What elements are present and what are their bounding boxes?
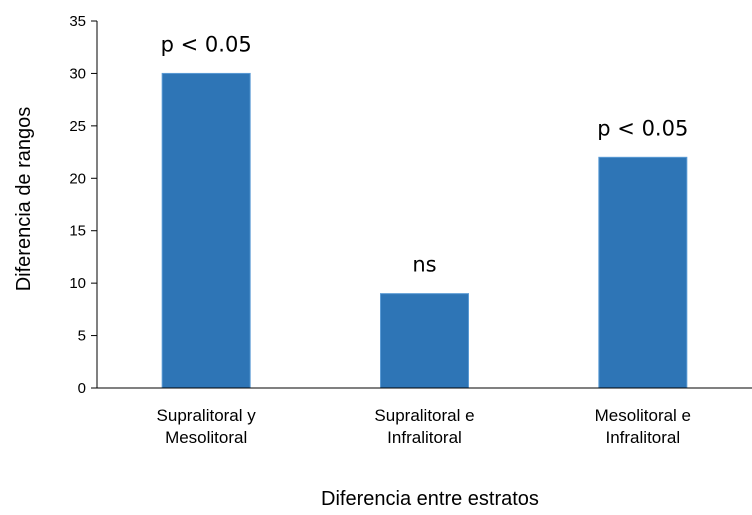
y-tick-label: 5: [78, 328, 86, 345]
category-label: Mesolitoral: [165, 428, 247, 447]
significance-label: ns: [412, 253, 436, 277]
y-axis-title: Diferencia de rangos: [13, 107, 35, 292]
y-tick-label: 15: [69, 223, 86, 240]
y-tick-label: 30: [69, 65, 86, 82]
category-label: Mesolitoral e: [595, 406, 691, 425]
y-tick-label: 35: [69, 13, 86, 30]
category-label: Supralitoral y: [157, 406, 257, 425]
bars-group: [161, 72, 688, 389]
category-label: Supralitoral e: [374, 406, 474, 425]
category-label: Infralitoral: [606, 428, 681, 447]
y-tick-label: 0: [78, 380, 86, 397]
significance-label: p < 0.05: [597, 116, 688, 140]
y-tick-label: 25: [69, 118, 86, 135]
bar: [161, 72, 251, 389]
x-axis-category-labels: Supralitoral y Mesolitoral Supralitoral e I…: [157, 406, 691, 447]
significance-label: p < 0.05: [161, 32, 252, 56]
significance-labels: p < 0.05 ns p < 0.05: [161, 32, 689, 276]
category-label: Infralitoral: [387, 428, 462, 447]
bar: [380, 293, 469, 389]
y-tick-label: 10: [69, 275, 86, 292]
y-tick-label: 20: [69, 170, 86, 187]
bar: [598, 156, 688, 389]
y-axis-ticks: 0 5 10 15 20 25 30 35: [69, 13, 97, 397]
x-axis-title: Diferencia entre estratos: [321, 488, 539, 510]
